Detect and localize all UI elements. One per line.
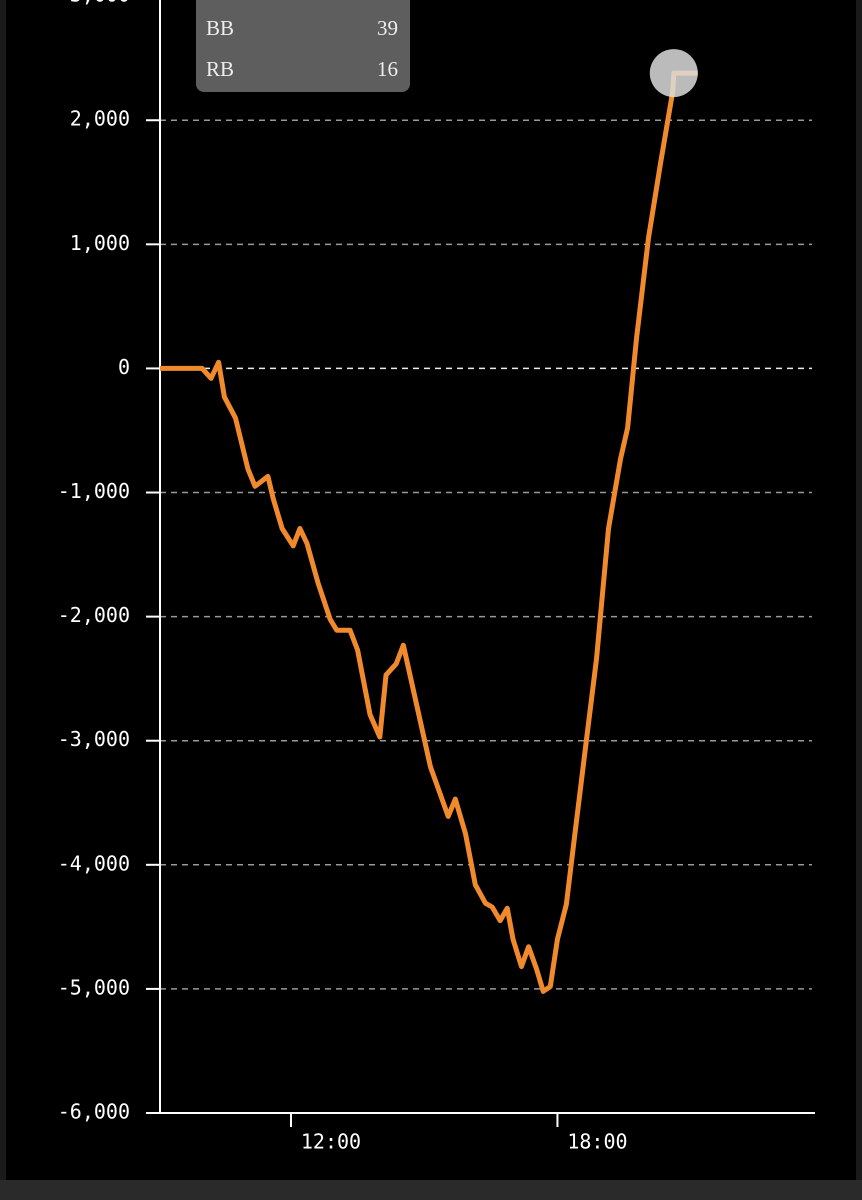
grid (160, 119, 812, 990)
tooltip: BB 39 RB 16 (196, 0, 410, 92)
frame-left (0, 0, 6, 1180)
y-tick-label: 1,000 (70, 231, 130, 255)
y-tick-label: -4,000 (58, 851, 130, 875)
y-tick-label: -3,000 (58, 727, 130, 751)
frame-bottom (0, 1180, 862, 1200)
line-series (160, 70, 698, 994)
axes: -6,000 -5,000 -4,000 -3,000 -2,000 -1,000 0 1,0… (58, 0, 815, 1154)
tooltip-value: 39 (377, 16, 398, 40)
y-tick-label: 0 (118, 355, 130, 379)
y-tick-label: 2,000 (70, 107, 130, 131)
y-tick-label: -5,000 (58, 975, 130, 999)
tooltip-label: BB (206, 16, 234, 40)
y-tick-label: -2,000 (58, 603, 130, 627)
tooltip-box (196, 0, 410, 92)
frame-right (856, 0, 862, 1180)
x-tick-label: 12:00 (301, 1130, 361, 1154)
tooltip-value: 16 (377, 57, 398, 81)
plot (160, 49, 698, 994)
y-tick-label: -6,000 (58, 1100, 130, 1124)
tooltip-label: RB (206, 57, 234, 81)
x-tick-label: 18:00 (567, 1130, 627, 1154)
y-tick-label: 3,000 (70, 0, 130, 7)
y-tick-label: -1,000 (58, 479, 130, 503)
highlight-point (649, 49, 698, 98)
